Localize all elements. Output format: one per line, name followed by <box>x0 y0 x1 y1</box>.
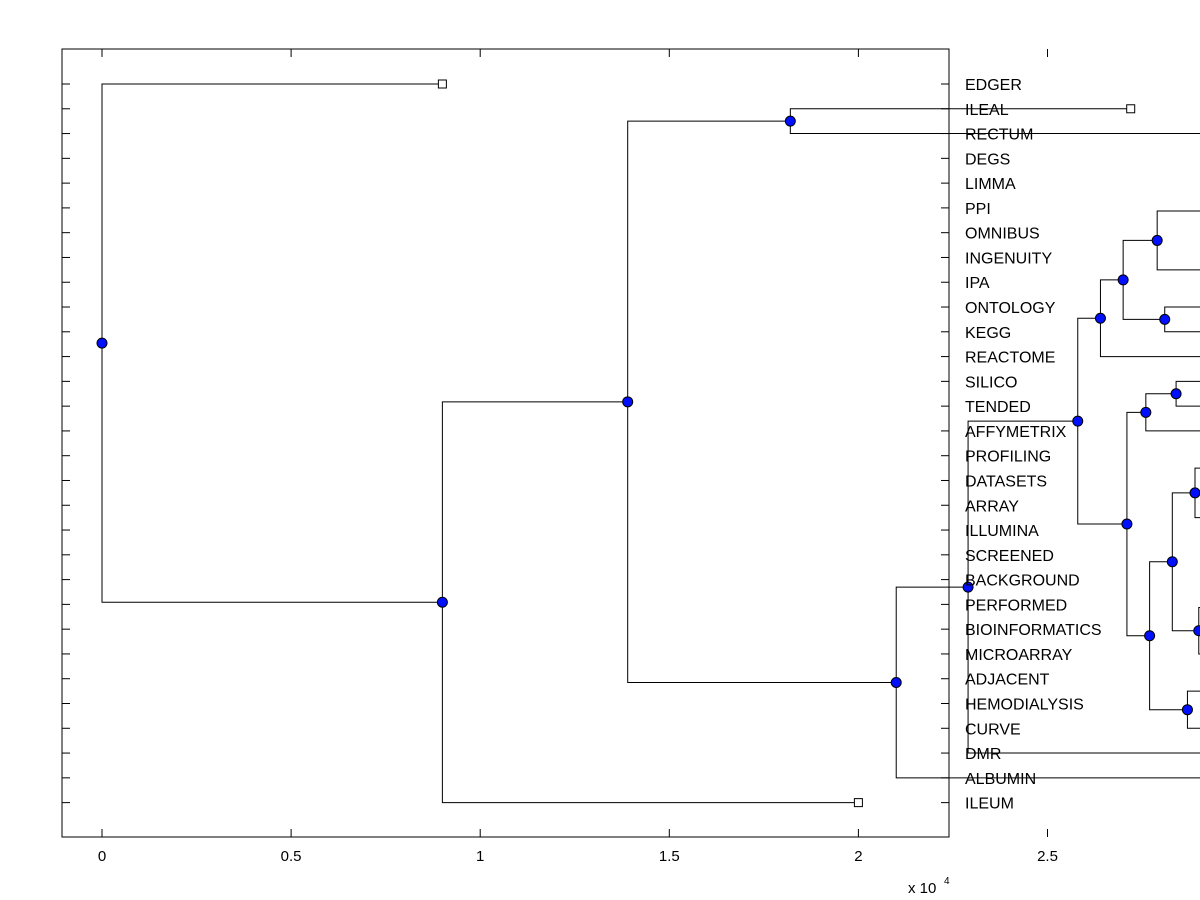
branch-link <box>101 83 443 603</box>
merge-node <box>1189 487 1200 499</box>
leaf-label: EDGER <box>965 77 1022 94</box>
merge-node <box>96 337 108 349</box>
merge-node <box>1159 313 1171 325</box>
leaf-label: BACKGROUND <box>965 573 1080 590</box>
merge-node <box>1193 625 1200 637</box>
leaf-label: ARRAY <box>965 498 1019 515</box>
leaf-label: DATASETS <box>965 473 1047 490</box>
leaf-label: SCREENED <box>965 548 1054 565</box>
leaf-label: ILEUM <box>965 796 1014 813</box>
merge-node <box>1166 556 1178 568</box>
leaf-label: ADJACENT <box>965 672 1050 689</box>
branch-link <box>1122 239 1165 320</box>
leaf-label: DEGS <box>965 151 1010 168</box>
x-tick-label: 1 <box>476 848 484 865</box>
x-tick-label: 0 <box>98 848 106 865</box>
merge-node <box>1121 518 1133 530</box>
dendrogram-links <box>101 83 1200 804</box>
merge-node <box>784 115 796 127</box>
x-scale-label: x 10 <box>908 880 936 897</box>
merge-node <box>962 581 974 593</box>
branch-link <box>1077 317 1127 525</box>
merge-node <box>1094 312 1106 324</box>
branch-link <box>1099 279 1200 358</box>
leaf-label: PERFORMED <box>965 597 1067 614</box>
leaf-label: TENDED <box>965 399 1031 416</box>
merge-node <box>1144 630 1156 642</box>
x-tick-label: 2.5 <box>1037 848 1058 865</box>
leaf-label: ILLUMINA <box>965 523 1039 540</box>
merge-node <box>622 396 634 408</box>
leaf-label: MICROARRAY <box>965 647 1073 664</box>
merge-node <box>1140 406 1152 418</box>
branch-link <box>1156 210 1200 271</box>
x-tick-label: 2 <box>854 848 862 865</box>
leaf-label: AFFYMETRIX <box>965 424 1067 441</box>
branch-link <box>441 401 859 804</box>
leaf-labels: EDGER ILEAL RECTUM DEGS LIMMA PPI OMNIBUS INGEN… <box>965 77 1102 813</box>
leaf-label: CURVE <box>965 721 1021 738</box>
leaf-label: ALBUMIN <box>965 771 1036 788</box>
merge-node <box>1072 415 1084 427</box>
x-tick-label: 1.5 <box>659 848 680 865</box>
leaf-label: HEMODIALYSIS <box>965 697 1084 714</box>
leaf-label: REACTOME <box>965 350 1055 367</box>
merge-node <box>436 596 448 608</box>
merge-node <box>1170 388 1182 400</box>
leaf-label: ONTOLOGY <box>965 300 1056 317</box>
y-axis-ticks <box>62 83 949 804</box>
branch-link <box>627 120 897 683</box>
leaf-marker <box>437 79 447 89</box>
leaf-markers <box>437 79 1136 808</box>
leaf-label: DMR <box>965 746 1001 763</box>
branch-link <box>1145 393 1200 432</box>
x-scale-exponent: 4 <box>944 876 950 887</box>
merge-node <box>890 676 902 688</box>
leaf-label: ILEAL <box>965 102 1009 119</box>
leaf-label: OMNIBUS <box>965 226 1040 243</box>
leaf-label: INGENUITY <box>965 250 1052 267</box>
leaf-label: LIMMA <box>965 176 1016 193</box>
merge-node <box>1117 274 1129 286</box>
branch-link <box>1149 561 1188 711</box>
plot-frame <box>61 48 950 838</box>
merge-node-markers <box>96 115 1200 716</box>
leaf-label: BIOINFORMATICS <box>965 622 1102 639</box>
leaf-marker <box>1126 104 1136 114</box>
x-axis-ticks: 00.511.522.533.54 <box>98 49 1058 865</box>
leaf-label: SILICO <box>965 374 1017 391</box>
leaf-label: KEGG <box>965 325 1011 342</box>
leaf-label: PROFILING <box>965 449 1051 466</box>
merge-node <box>1181 704 1193 716</box>
leaf-label: IPA <box>965 275 990 292</box>
merge-node <box>1151 234 1163 246</box>
x-tick-label: 0.5 <box>281 848 302 865</box>
leaf-label: PPI <box>965 201 991 218</box>
leaf-label: RECTUM <box>965 127 1033 144</box>
leaf-marker <box>853 798 863 808</box>
